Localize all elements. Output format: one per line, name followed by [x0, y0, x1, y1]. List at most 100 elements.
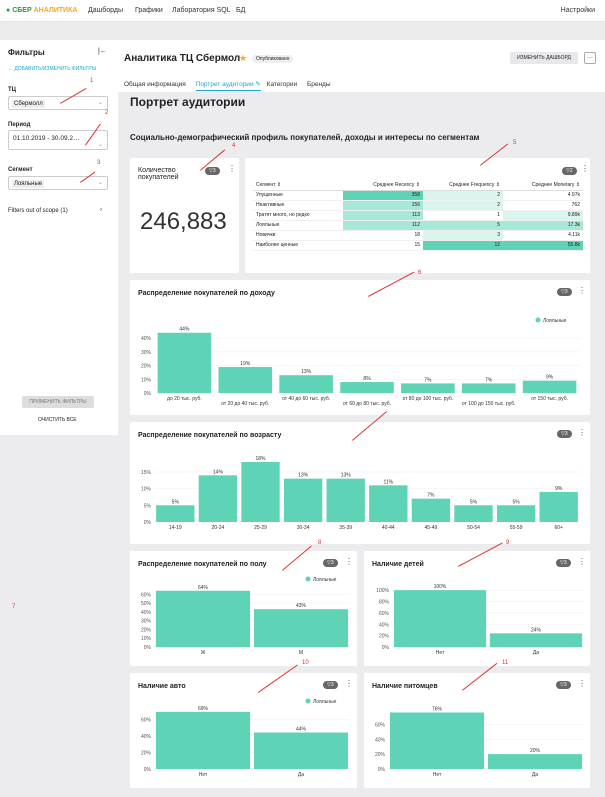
filter-badge[interactable]: ▽3 — [323, 681, 338, 689]
table-cell: 2 — [423, 190, 503, 201]
x-tick-label: от 20 до 40 тыс. руб. — [221, 401, 269, 407]
app-logo[interactable]: ● СБЕР АНАЛИТИКА — [6, 7, 78, 14]
filter-badge[interactable]: ▽3 — [557, 288, 572, 296]
y-tick-label: 30% — [141, 619, 152, 625]
kpi-card: Количество покупателей ▽3 ⋮ 246,883 — [130, 158, 239, 273]
period-value: 01.10.2019 - 30.09.2… — [13, 135, 80, 142]
kids-bar-chart: 0% 20% 40% 60% 80% 100% 100% Нет 24% Да — [376, 584, 584, 656]
income-chart-card: Распределение покупателей по доходу ▽3 ⋮… — [130, 280, 590, 415]
column-header[interactable]: Среднее Frequency ⇕ — [423, 180, 503, 191]
x-tick-label: до 20 тыс. руб. — [167, 396, 202, 402]
table-row: Наиболее ценные 15 12 55.8k — [253, 240, 583, 251]
table-body: Упущенные 358 2 4.97k Неактивные 156 2 762 Тратя… — [253, 190, 583, 251]
segment-select[interactable]: Лояльные ⌄ — [8, 176, 108, 190]
annotation-number: 9 — [506, 540, 510, 546]
period-select[interactable]: 01.10.2019 - 30.09.2… ⌄ — [8, 130, 108, 150]
tab-brands[interactable]: Бренды — [306, 81, 331, 88]
table-cell: 12 — [423, 240, 503, 251]
y-tick-label: 40% — [141, 336, 152, 342]
tc-select[interactable]: Сбермолл ⌄ — [8, 96, 108, 110]
bar — [389, 712, 485, 769]
x-tick-label: от 100 до 150 тыс. руб. — [462, 401, 516, 407]
y-tick-label: 60% — [375, 722, 386, 728]
top-navigation-bar: ● СБЕР АНАЛИТИКА Дашборды Графики Лабора… — [0, 0, 605, 22]
y-tick-label: 20% — [379, 634, 390, 640]
filter-badge[interactable]: ▽3 — [557, 430, 572, 438]
filter-badge[interactable]: ▽3 — [556, 559, 571, 567]
dashboard-header: Аналитика ТЦ Сбермол ★ Опубликовано ИЗМЕ… — [118, 40, 605, 92]
collapse-icon[interactable]: |← — [98, 48, 107, 55]
nav-databases[interactable]: БД — [236, 7, 246, 14]
nav-sql-lab[interactable]: Лаборатория SQL — [172, 7, 231, 14]
chart-title: Распределение покупателей по полу — [138, 561, 267, 568]
kebab-menu-icon[interactable]: ⋮ — [578, 286, 586, 295]
column-header[interactable]: Среднее Recency ⇕ — [343, 180, 423, 191]
table-cell: 18 — [343, 230, 423, 241]
kids-chart-card: Наличие детей ▽3 ⋮ 0% 20% 40% 60% 80% 100% 100… — [364, 551, 590, 666]
tab-categories[interactable]: Категории — [266, 81, 298, 88]
nav-dashboards[interactable]: Дашборды — [88, 7, 123, 14]
chart-title: Наличие авто — [138, 683, 186, 690]
bar — [156, 505, 195, 522]
kebab-menu-icon[interactable]: ⋮ — [578, 679, 586, 688]
clear-all-button[interactable]: ОЧИСТИТЬ ВСЕ — [38, 417, 77, 423]
data-label: 7% — [485, 377, 493, 383]
data-label: 69% — [198, 706, 209, 712]
settings-menu[interactable]: Настройки — [560, 7, 595, 14]
pets-chart-card: Наличие питомцев ▽3 ⋮ 0% 20% 40% 60% 76% Нет 2… — [364, 673, 590, 788]
gender-chart-card: Распределение покупателей по полу ▽3 ⋮ 0… — [130, 551, 357, 666]
tab-overview[interactable]: Общая информация — [124, 81, 186, 88]
bar — [157, 332, 212, 393]
filter-badge[interactable]: ▽3 — [205, 167, 220, 175]
x-tick-label: Да — [532, 772, 538, 778]
star-icon[interactable]: ★ — [239, 53, 248, 63]
annotation-number: 7 — [12, 604, 16, 610]
column-header[interactable]: Сегмент ⇕ — [253, 180, 343, 191]
nav-charts[interactable]: Графики — [135, 7, 163, 14]
add-filters-link[interactable]: ← ДОБАВИТЬ/ИЗМЕНИТЬ ФИЛЬТРЫ — [8, 66, 97, 72]
x-tick-label: 25-29 — [254, 525, 267, 531]
kebab-menu-icon[interactable]: ⋮ — [578, 557, 586, 566]
kebab-menu-icon[interactable]: ⋮ — [578, 428, 586, 437]
chevron-right-icon[interactable]: › — [100, 207, 102, 213]
chevron-down-icon: ⌄ — [97, 100, 103, 106]
bar — [253, 732, 349, 769]
table-cell: 156 — [343, 200, 423, 211]
column-header[interactable]: Среднее Monetary ⇕ — [503, 180, 583, 191]
table-cell: 112 — [343, 220, 423, 231]
y-tick-label: 10% — [141, 636, 152, 642]
table-cell: 358 — [343, 190, 423, 201]
y-tick-label: 5% — [144, 503, 152, 509]
x-tick-label: Нет — [433, 772, 442, 778]
kebab-menu-icon[interactable]: ⋮ — [228, 164, 236, 173]
chart-title: Распределение покупателей по доходу — [138, 290, 275, 297]
legend-marker — [535, 317, 541, 323]
y-tick-label: 60% — [141, 717, 152, 723]
bar — [489, 633, 583, 647]
bar — [411, 498, 451, 522]
filter-badge[interactable]: ▽3 — [556, 681, 571, 689]
y-tick-label: 0% — [144, 645, 152, 651]
kebab-menu-icon[interactable]: ⋮ — [345, 557, 353, 566]
y-tick-label: 20% — [375, 752, 386, 758]
table-cell: 15 — [343, 240, 423, 251]
y-tick-label: 60% — [141, 592, 152, 598]
tab-audience[interactable]: Портрет аудитории ✎ — [195, 81, 261, 91]
filters-out-of-scope[interactable]: Filters out of scope (1) — [8, 208, 68, 214]
edit-dashboard-button[interactable]: ИЗМЕНИТЬ ДАШБОРД — [510, 52, 578, 64]
y-tick-label: 40% — [141, 734, 152, 740]
table-cell: Упущенные — [253, 190, 343, 201]
bar — [454, 505, 493, 522]
apply-filters-button[interactable]: ПРИМЕНИТЬ ФИЛЬТРЫ — [22, 396, 94, 408]
y-tick-label: 100% — [376, 588, 389, 594]
kebab-menu-icon[interactable]: ⋮ — [345, 679, 353, 688]
filter-badge[interactable]: ▽3 — [323, 559, 338, 567]
segments-table: Сегмент ⇕ Среднее Recency ⇕ Среднее Freque… — [253, 180, 583, 251]
more-options-button[interactable]: ··· — [584, 52, 596, 64]
filter-badge[interactable]: ▽2 — [562, 167, 577, 175]
gender-bar-chart: 0% 10% 20% 30% 40% 50% 60% 64% Ж 43% М Лояльные — [141, 576, 350, 656]
bar — [393, 590, 487, 647]
kebab-menu-icon[interactable]: ⋮ — [581, 164, 589, 173]
table-header-row: Сегмент ⇕ Среднее Recency ⇕ Среднее Freque… — [253, 180, 583, 191]
table-row: Тратят много, но редко 113 1 9.89k — [253, 210, 583, 221]
